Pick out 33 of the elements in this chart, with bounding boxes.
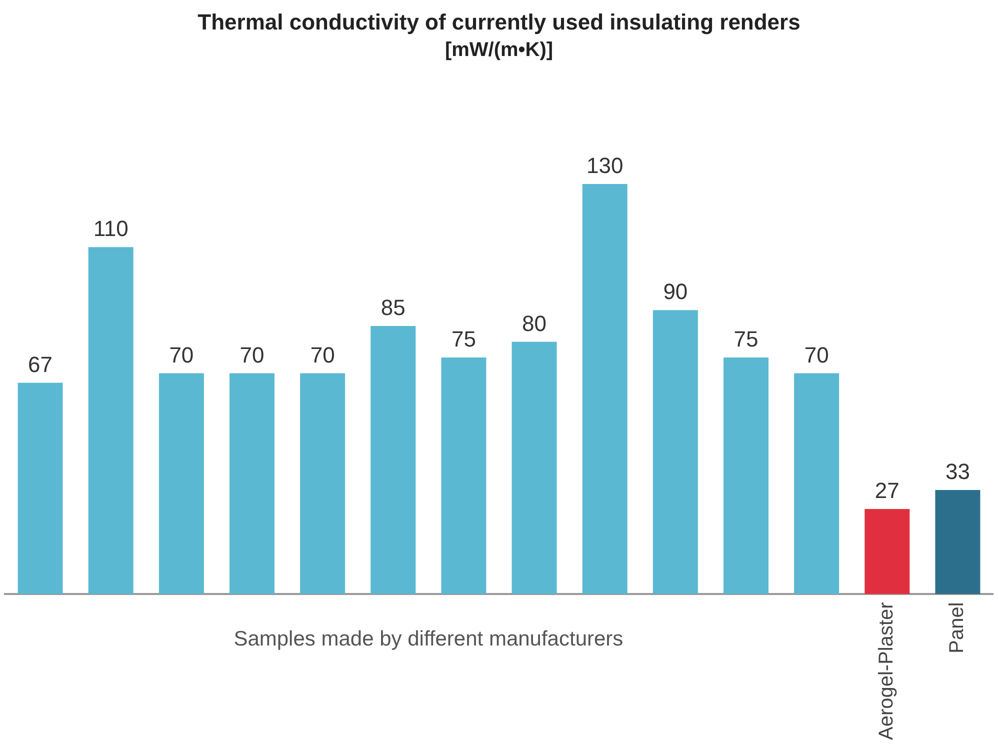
- data-label: 70: [804, 342, 829, 368]
- data-label: 110: [93, 216, 128, 242]
- chart-subtitle: [mW/(m•K)]: [444, 38, 554, 61]
- bar: [794, 373, 840, 594]
- bar: [724, 358, 768, 594]
- data-label: 27: [874, 478, 900, 504]
- data-label: 80: [522, 310, 547, 336]
- data-label: 130: [586, 153, 624, 178]
- data-label: 85: [380, 295, 406, 320]
- bar: [935, 490, 980, 594]
- bar: [512, 342, 557, 594]
- data-label: 70: [240, 342, 264, 368]
- x-tick-label: Aerogel-Plaster: [876, 602, 898, 740]
- data-label: 70: [169, 342, 194, 368]
- bar: [300, 373, 346, 594]
- bar: [18, 382, 63, 594]
- bar: [652, 310, 698, 594]
- bar: [441, 358, 486, 594]
- data-label: 75: [734, 326, 758, 352]
- data-label: 75: [451, 326, 476, 352]
- chart-title: Thermal conductivity of currently used insulating renders: [198, 9, 800, 34]
- bar: [158, 373, 204, 594]
- bar: [370, 326, 416, 594]
- bar: [582, 184, 628, 594]
- bar: [88, 247, 134, 594]
- data-label: 67: [28, 352, 53, 377]
- bar: [864, 508, 910, 594]
- data-label: 70: [310, 342, 335, 368]
- bar: [230, 373, 274, 594]
- x-tick-label: Panel: [946, 602, 968, 654]
- data-label: 33: [945, 459, 970, 484]
- x-axis-title: Samples made by different manufacturers: [234, 627, 624, 650]
- data-label: 90: [663, 279, 688, 304]
